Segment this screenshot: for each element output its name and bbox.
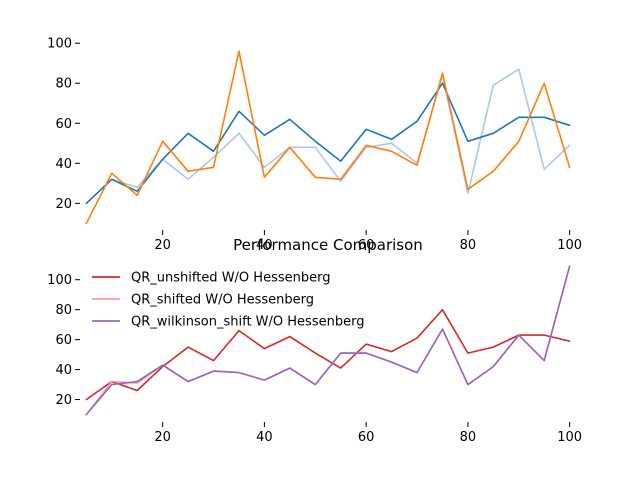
bottom-y-tick-label: 20 xyxy=(55,393,72,408)
bottom-y-tick-label: 60 xyxy=(55,333,72,348)
legend-label: QR_shifted W/O Hessenberg xyxy=(131,293,314,308)
bottom-x-tick-label: 40 xyxy=(256,430,273,445)
top-y-tick-label: 40 xyxy=(55,157,72,172)
top-y-tick-label: 60 xyxy=(55,117,72,132)
top-series-line-1 xyxy=(85,68,571,205)
legend-label: QR_unshifted W/O Hessenberg xyxy=(131,271,330,286)
chart-bottom-series xyxy=(85,265,571,416)
top-x-tick-label: 80 xyxy=(460,238,477,253)
chart-top-axes: 20 40 60 80 100 20 40 60 80 100 xyxy=(47,37,582,253)
bottom-y-tick-label: 80 xyxy=(55,303,72,318)
top-x-tick-label: 60 xyxy=(358,238,375,253)
top-series-line-2 xyxy=(85,82,571,205)
chart-top-series xyxy=(85,50,571,225)
bottom-y-tick-label: 40 xyxy=(55,363,72,378)
top-y-tick-label: 100 xyxy=(47,37,72,52)
chart-bottom-axes: 20 40 60 80 100 20 40 60 80 100 xyxy=(47,273,582,445)
bottom-x-tick-label: 100 xyxy=(557,430,582,445)
bottom-x-tick-label: 80 xyxy=(460,430,477,445)
bottom-series-line-3 xyxy=(85,265,571,416)
chart-title: Performance Comparison xyxy=(233,236,423,254)
bottom-x-tick-label: 60 xyxy=(358,430,375,445)
bottom-x-tick-label: 20 xyxy=(154,430,171,445)
chart-top: 20 40 60 80 100 20 40 60 80 100 xyxy=(47,37,582,253)
top-x-tick-label: 20 xyxy=(154,238,171,253)
chart-legend: QR_unshifted W/O Hessenberg QR_shifted W/… xyxy=(92,271,364,330)
top-series-line-3 xyxy=(85,50,571,225)
bottom-y-tick-label: 100 xyxy=(47,273,72,288)
top-y-tick-label: 20 xyxy=(55,197,72,212)
bottom-series-line-1 xyxy=(85,308,571,401)
legend-label: QR_wilkinson_shift W/O Hessenberg xyxy=(131,315,364,330)
top-x-tick-label: 100 xyxy=(557,238,582,253)
top-y-tick-label: 80 xyxy=(55,77,72,92)
top-x-tick-label: 40 xyxy=(256,238,273,253)
chart-bottom: Performance Comparison 20 40 60 80 100 20 40 60… xyxy=(47,236,582,445)
